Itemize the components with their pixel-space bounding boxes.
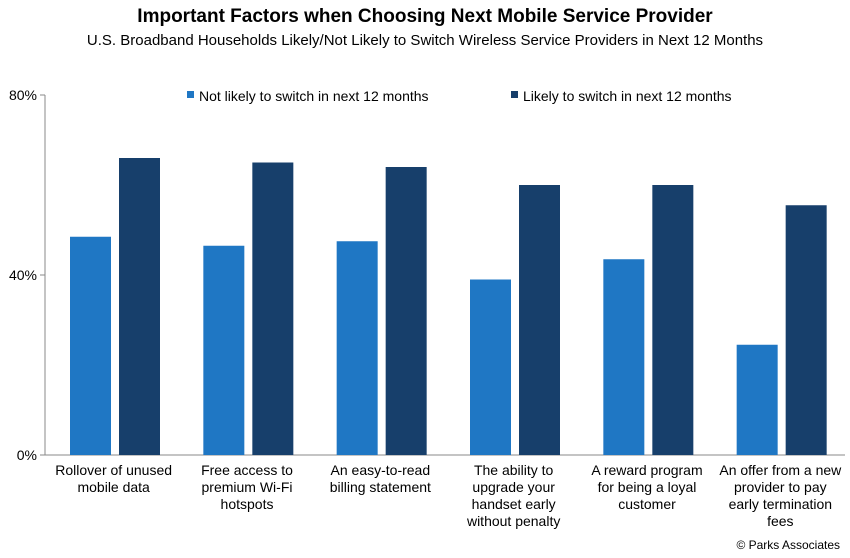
chart-legend: Not likely to switch in next 12 months Li…: [187, 88, 732, 104]
bar-likely-5: [785, 205, 827, 455]
chart-axes: 0% 40% 80%: [9, 87, 845, 463]
category-label: An easy-to-read billing statement: [330, 462, 431, 495]
y-tick-label: 80%: [9, 87, 37, 103]
bar-not-likely-3: [470, 279, 511, 455]
category-labels: Rollover of unused mobile data Free access…: [55, 462, 842, 529]
bar-likely-3: [519, 185, 560, 455]
bar-likely-4: [652, 185, 694, 455]
bar-not-likely-4: [603, 259, 645, 455]
bar-not-likely-0: [70, 236, 111, 455]
legend-swatch-1: [511, 91, 518, 98]
category-label: An offer from a new provider to pay early …: [719, 462, 842, 529]
category-label: The ability to upgrade your handset early w…: [466, 462, 560, 529]
y-tick-label: 40%: [9, 267, 37, 283]
chart-title: Important Factors when Choosing Next Mob…: [137, 6, 713, 27]
bar-likely-2: [385, 167, 427, 455]
bar-likely-1: [252, 162, 294, 455]
y-tick-label: 0%: [17, 447, 37, 463]
chart-bars: [70, 158, 827, 455]
legend-label-1: Likely to switch in next 12 months: [523, 88, 732, 104]
bar-not-likely-2: [336, 241, 378, 455]
category-label: A reward program for being a loyal custome…: [591, 462, 702, 512]
category-label: Free access to premium Wi-Fi hotspots: [201, 462, 293, 512]
category-label: Rollover of unused mobile data: [55, 462, 172, 495]
legend-swatch-0: [187, 91, 194, 98]
legend-label-0: Not likely to switch in next 12 months: [199, 88, 429, 104]
bar-likely-0: [119, 158, 160, 455]
bar-not-likely-1: [203, 245, 245, 455]
chart-subtitle: U.S. Broadband Households Likely/Not Lik…: [86, 32, 764, 49]
copyright-footer: © Parks Associates: [736, 538, 840, 552]
bar-not-likely-5: [736, 344, 778, 455]
